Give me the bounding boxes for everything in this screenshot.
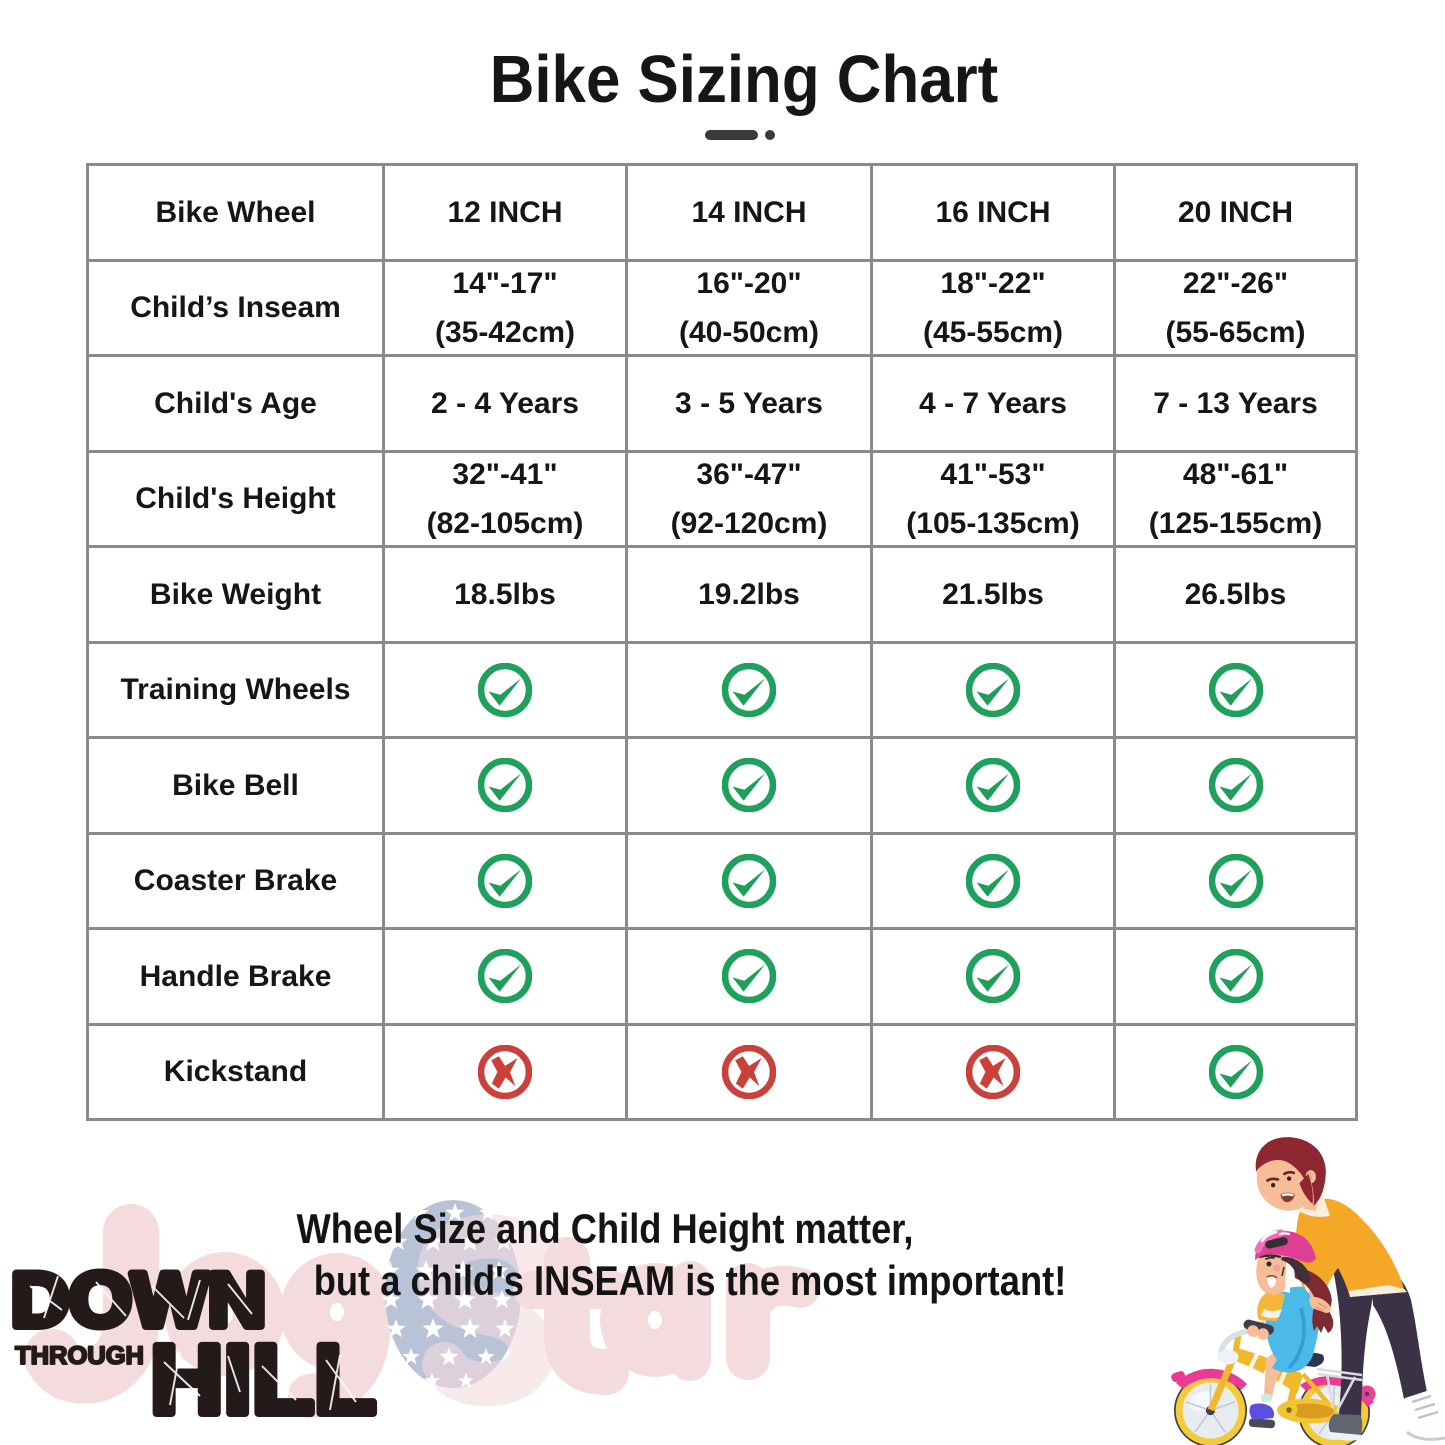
svg-text:THROUGH: THROUGH bbox=[15, 1342, 144, 1370]
